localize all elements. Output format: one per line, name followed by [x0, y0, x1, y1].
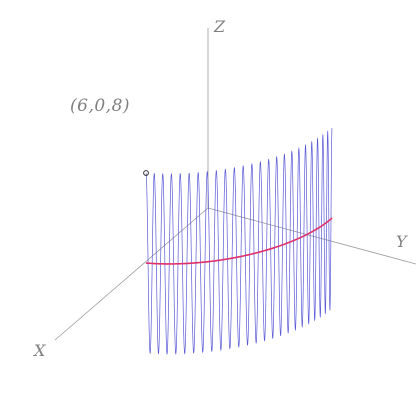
point-label: (6,0,8) [70, 96, 130, 116]
x-axis-label: X [32, 341, 46, 360]
y-axis-line [207, 207, 416, 265]
point-marker [143, 170, 149, 176]
y-axis-label: Y [396, 232, 408, 251]
z-axis-label: Z [213, 17, 226, 36]
circle-arc-z0 [145, 217, 333, 265]
surface-curve [145, 127, 333, 355]
x-axis-line [54, 207, 209, 341]
marked-point: (6,0,8) [70, 96, 149, 176]
oscillating-surface [145, 127, 333, 355]
